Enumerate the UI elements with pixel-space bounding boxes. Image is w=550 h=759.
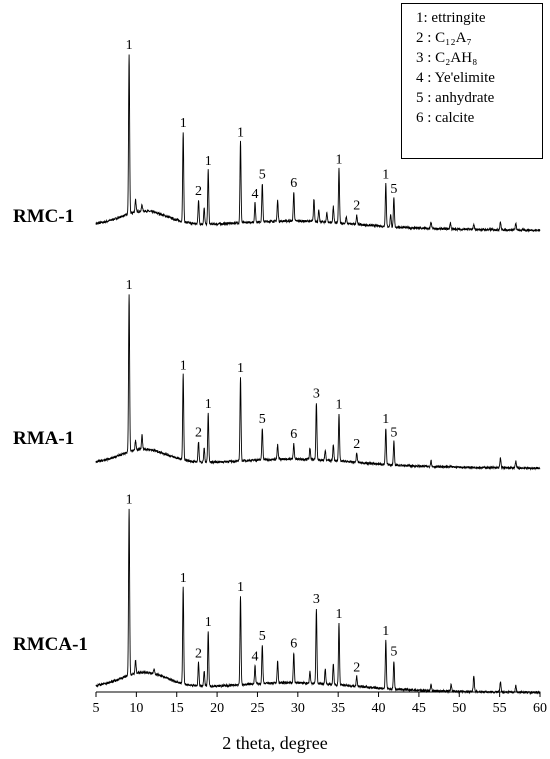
- peak-label: 1: [237, 361, 244, 376]
- x-tick-label: 20: [210, 701, 224, 716]
- peak-label: 3: [313, 592, 320, 607]
- peak-label: 2: [353, 660, 360, 675]
- legend-entry: 5 : anhydrate: [416, 90, 495, 106]
- peak-label: 6: [290, 637, 297, 652]
- peak-label: 1: [237, 125, 244, 140]
- peak-label: 5: [259, 167, 266, 182]
- legend-entry: 6 : calcite: [416, 110, 475, 126]
- x-tick-label: 45: [412, 701, 426, 716]
- series-names: RMC-1 RMA-1 RMCA-1: [13, 206, 88, 655]
- legend-entry: 4 : Ye'elimite: [416, 70, 495, 86]
- x-tick-label: 60: [533, 701, 547, 716]
- peak-label: 1: [126, 38, 133, 53]
- peak-label: 1: [336, 607, 343, 622]
- peak-label: 1: [382, 167, 389, 182]
- legend-entry: 2 : C₁₂A₇: [416, 30, 472, 46]
- peak-label: 4: [252, 187, 259, 202]
- peak-label: 1: [180, 116, 187, 131]
- xrd-trace-rma-1: [95, 294, 541, 471]
- peak-label: 5: [390, 645, 397, 660]
- legend-entry: 3 : C₂AH₈: [416, 50, 478, 66]
- peak-label: 1: [126, 492, 133, 507]
- xrd-trace-rmc-1: [95, 54, 541, 233]
- x-tick-label: 40: [372, 701, 386, 716]
- series-name-label: RMC-1: [13, 206, 74, 227]
- x-tick-label: 55: [493, 701, 507, 716]
- x-tick-label: 5: [93, 701, 100, 716]
- peak-label: 2: [195, 647, 202, 662]
- peak-label: 6: [290, 176, 297, 191]
- peak-label: 5: [390, 182, 397, 197]
- peak-label: 2: [195, 184, 202, 199]
- peak-label: 1: [336, 153, 343, 168]
- peak-label: 5: [259, 629, 266, 644]
- peak-label: 4: [252, 650, 259, 665]
- x-tick-label: 10: [129, 701, 143, 716]
- peak-label: 1: [180, 359, 187, 374]
- peak-label: 1: [237, 580, 244, 595]
- peak-label: 2: [195, 425, 202, 440]
- x-tick-label: 50: [452, 701, 466, 716]
- peak-label: 1: [382, 412, 389, 427]
- peak-label: 6: [290, 427, 297, 442]
- legend: 1: ettringite 2 : C₁₂A₇ 3 : C₂AH₈ 4 : Ye'el…: [401, 3, 543, 159]
- xrd-trace-rmca-1: [95, 508, 541, 696]
- peak-label: 2: [353, 199, 360, 214]
- xrd-traces: [95, 54, 541, 696]
- x-tick-label: 25: [250, 701, 264, 716]
- x-tick-label: 30: [291, 701, 305, 716]
- peak-label: 1: [180, 571, 187, 586]
- x-axis: 5 10 15 20 25 30 35 40 45 50 55 60: [93, 691, 547, 716]
- peak-label: 1: [382, 624, 389, 639]
- x-tick-label: 15: [170, 701, 184, 716]
- peak-label: 1: [126, 278, 133, 293]
- peak-label: 1: [205, 154, 212, 169]
- series-name-label: RMCA-1: [13, 634, 88, 655]
- peak-label: 5: [390, 425, 397, 440]
- series-name-label: RMA-1: [13, 428, 74, 449]
- peak-label: 1: [205, 615, 212, 630]
- peak-label: 1: [336, 398, 343, 413]
- peak-label: 5: [259, 412, 266, 427]
- peak-label: 3: [313, 387, 320, 402]
- x-axis-label: 2 theta, degree: [222, 733, 328, 753]
- peak-label: 1: [205, 397, 212, 412]
- peak-label: 2: [353, 437, 360, 452]
- legend-entry: 1: ettringite: [416, 10, 486, 26]
- x-tick-label: 35: [331, 701, 345, 716]
